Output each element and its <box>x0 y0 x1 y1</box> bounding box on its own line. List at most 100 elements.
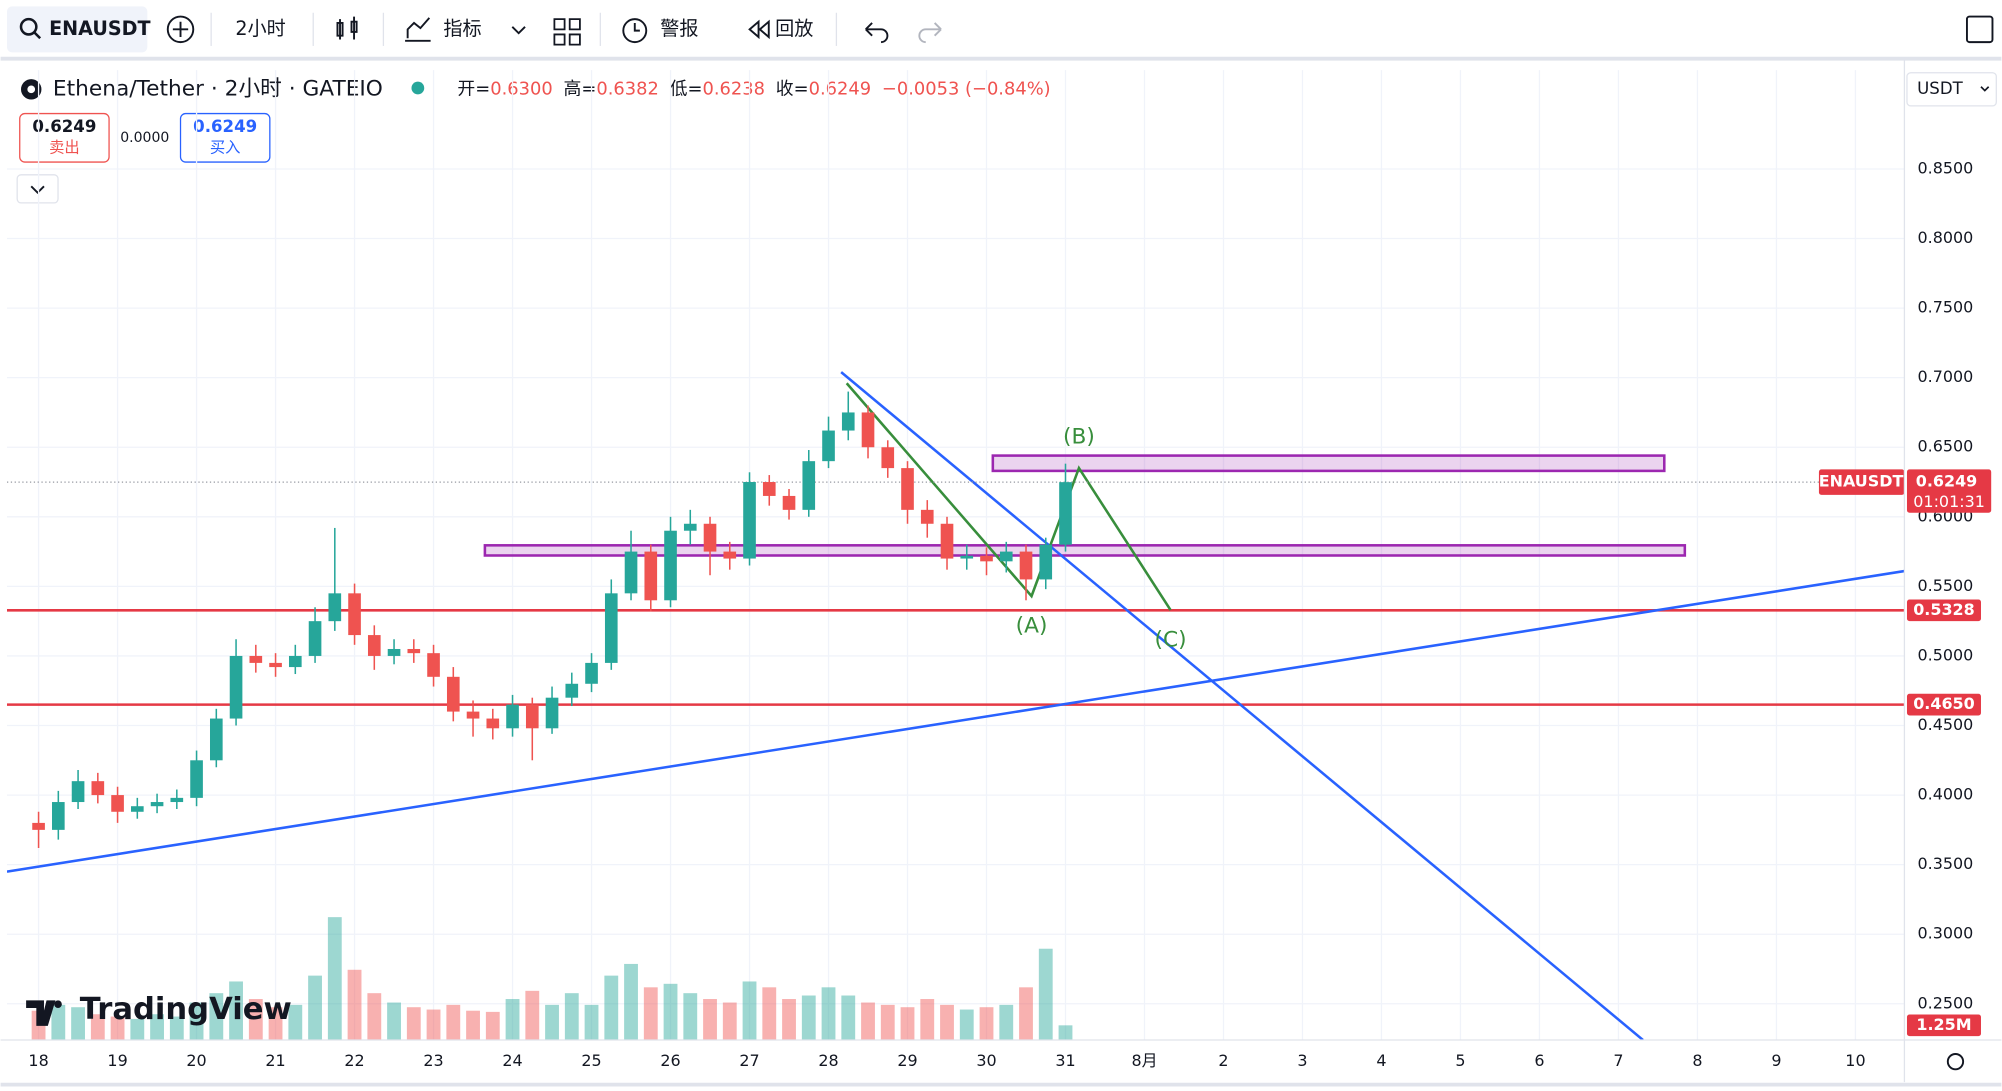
settings-button[interactable] <box>1946 1053 1965 1071</box>
indicators-icon <box>405 17 431 42</box>
last-price-label: 0.6249 <box>1916 472 1978 491</box>
volume-bar <box>801 995 816 1040</box>
volume-bar <box>130 1018 145 1040</box>
replay-button[interactable]: 回放 <box>775 17 813 40</box>
candle-body <box>52 802 65 830</box>
currency-select[interactable] <box>1906 72 1997 107</box>
candle-body <box>486 718 500 729</box>
candle-body <box>170 797 184 803</box>
volume-bar <box>406 1007 421 1040</box>
x-tick-label: 10 <box>1845 1051 1865 1070</box>
price-tag <box>1906 693 1981 716</box>
fullscreen-button[interactable] <box>1965 15 1994 44</box>
volume-bar <box>426 1009 441 1040</box>
y-tick-label: 0.3000 <box>1918 924 1974 943</box>
ohlc-label: 高= <box>564 78 597 99</box>
wave-label: (A) <box>1016 614 1048 639</box>
x-tick-label: 2 <box>1218 1051 1228 1070</box>
y-tick-label: 0.6500 <box>1918 437 1974 456</box>
volume-tag <box>1906 1014 1981 1037</box>
alerts-button[interactable]: 警报 <box>660 17 698 40</box>
x-tick-label: 20 <box>186 1051 206 1070</box>
candle-body <box>111 795 124 812</box>
candle-body <box>822 430 835 462</box>
candle-body <box>91 781 105 796</box>
collapse-button[interactable] <box>16 174 59 204</box>
volume-bar <box>959 1009 974 1040</box>
candle-body <box>209 718 223 761</box>
x-tick-label: 30 <box>976 1051 996 1070</box>
volume-bar <box>1019 987 1033 1040</box>
buy-price[interactable]: 0.6249 <box>193 117 257 136</box>
toolbar: ENAUSDT 2小时 指标 警报 回放 <box>0 0 2002 61</box>
ohlc-label: 低= <box>670 78 703 99</box>
redo-button[interactable] <box>918 22 942 44</box>
ohlc-label: 开= <box>457 78 490 99</box>
candle-body <box>920 509 934 524</box>
symbol[interactable]: ENAUSDT <box>49 17 151 40</box>
volume-bar <box>880 1004 895 1040</box>
candle-body <box>683 523 697 531</box>
candle-body <box>130 806 144 812</box>
wave-line <box>845 382 1172 611</box>
volume-bar <box>308 975 322 1040</box>
x-tick-label: 8 <box>1692 1051 1702 1070</box>
volume-bar <box>387 1002 401 1040</box>
candle-body <box>446 676 460 712</box>
volume-bar <box>999 1004 1014 1040</box>
ohlc: 开=0.6300 高=0.6382 低=0.6238 收=0.6249 −0.0… <box>457 78 1050 99</box>
chart-type-button[interactable] <box>336 16 358 40</box>
ohlc-value: 0.6300 <box>490 78 553 99</box>
trend-line <box>840 371 1644 1040</box>
candle-body <box>841 412 855 431</box>
candle-body <box>881 447 895 469</box>
volume-bar <box>367 993 382 1040</box>
dropdown-icon[interactable] <box>511 26 526 35</box>
x-tick-label: 5 <box>1455 1051 1465 1070</box>
candle-body <box>644 551 658 601</box>
volume-bar <box>940 1004 954 1040</box>
currency[interactable]: USDT <box>1917 79 1963 98</box>
volume-bar <box>683 993 698 1040</box>
y-tick-label: 0.5500 <box>1918 576 1974 595</box>
y-tick-label: 0.8500 <box>1918 158 1974 177</box>
candle-body <box>723 551 737 559</box>
chevron-icon <box>30 185 45 195</box>
compare-button[interactable] <box>166 15 195 44</box>
candle-body <box>1039 544 1053 580</box>
candle-body <box>980 555 993 562</box>
x-tick-label: 8月 <box>1131 1051 1157 1070</box>
x-tick-label: 23 <box>423 1051 443 1070</box>
candle-body <box>1059 482 1072 545</box>
buy-button[interactable] <box>179 112 271 163</box>
indicators-button[interactable]: 指标 <box>443 17 481 40</box>
undo-button[interactable] <box>865 22 889 44</box>
candle-body <box>1019 551 1033 580</box>
legend: Ethena/Tether · 2小时 · GATEIO 开=0.6300 高=… <box>16 76 1051 204</box>
volume-bar <box>545 1004 559 1040</box>
sell-button[interactable] <box>19 112 110 163</box>
symbol-search[interactable] <box>6 6 148 53</box>
symbol-tag-label: ENAUSDT <box>1819 472 1904 491</box>
candle-body <box>743 482 756 559</box>
search-icon <box>32 30 42 40</box>
volume-bar <box>229 981 243 1040</box>
volume-bar <box>643 987 658 1040</box>
layout-button[interactable] <box>553 18 581 46</box>
volume-bar <box>742 981 757 1040</box>
volume-bar <box>51 1004 66 1040</box>
ohlc-value: 0.6238 <box>702 78 765 99</box>
candle-body <box>348 593 361 636</box>
sell-price[interactable]: 0.6249 <box>32 117 96 136</box>
buy-label[interactable]: 买入 <box>210 139 241 157</box>
candle-body <box>367 635 381 656</box>
volume-bar <box>564 993 579 1040</box>
interval[interactable]: 2小时 <box>235 17 285 40</box>
candle-body <box>525 704 539 729</box>
volume-bar <box>446 1004 461 1040</box>
volume-bar <box>150 1014 164 1040</box>
candle-body <box>249 655 263 663</box>
sell-label[interactable]: 卖出 <box>49 139 80 157</box>
y-tick-label: 0.4500 <box>1918 715 1974 734</box>
candle-body <box>960 555 974 559</box>
